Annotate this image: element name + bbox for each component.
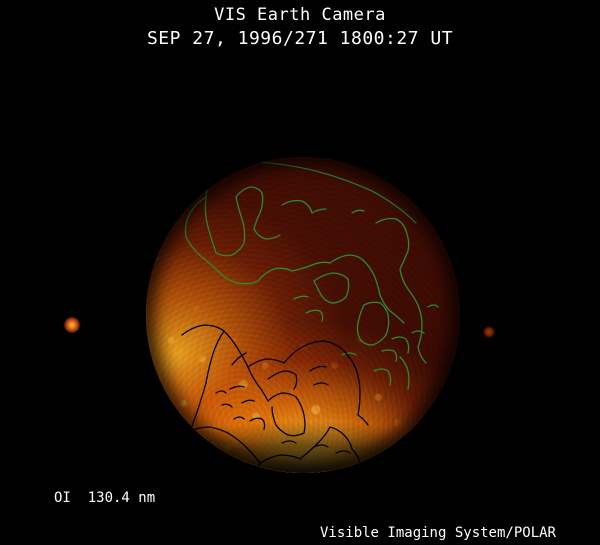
page-title: VIS Earth Camera [214, 5, 386, 25]
instrument-label: Visible Imaging System/POLAR [319, 525, 556, 541]
emission-line-label: OI 130.4 nm [54, 490, 156, 506]
star-right [483, 326, 495, 338]
coastline-overlay [146, 161, 439, 473]
day-side-coastlines [175, 324, 369, 473]
limb-shadow-layer [146, 157, 460, 473]
observation-datetime: SEP 27, 1996/271 1800:27 UT [146, 28, 454, 49]
earth-disk-container [146, 157, 460, 473]
limb-darkening-layer [146, 157, 460, 473]
star-left [64, 317, 80, 333]
earth-disk [146, 157, 460, 473]
night-side-coastlines [146, 161, 439, 390]
credits: Visible Imaging System/POLAR The Univers… [286, 491, 556, 545]
